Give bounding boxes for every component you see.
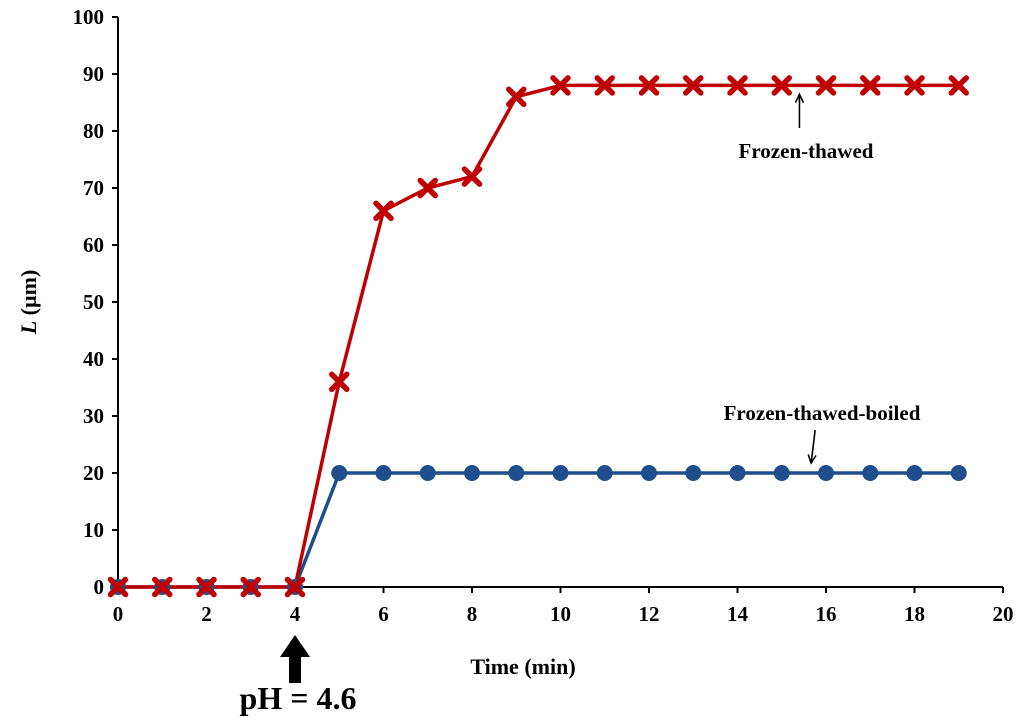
y-tick-label: 40	[83, 347, 104, 371]
data-point-frozen-thawed	[904, 75, 925, 96]
data-point-frozen-thawed	[727, 75, 748, 96]
frozen-thawed-arrow-icon	[794, 92, 805, 128]
data-point-frozen-thawed	[461, 166, 483, 187]
data-point-frozen-thawed	[594, 75, 615, 96]
y-tick-label: 60	[83, 233, 104, 257]
series-markers	[107, 75, 969, 598]
data-point-frozen-thawed	[373, 200, 394, 222]
data-point-frozen-thawed-boiled	[818, 465, 834, 481]
y-tick-label: 10	[83, 518, 104, 542]
annotations	[280, 92, 817, 683]
y-axis-label-unit: (µm)	[16, 270, 41, 321]
data-point-frozen-thawed-boiled	[596, 465, 613, 481]
data-point-frozen-thawed	[506, 86, 527, 108]
data-point-frozen-thawed	[417, 177, 438, 199]
annotation-frozen-thawed: Frozen-thawed	[739, 139, 874, 163]
data-point-frozen-thawed-boiled	[375, 465, 392, 481]
data-point-frozen-thawed-boiled	[464, 465, 480, 481]
y-axis-label-italic: L	[16, 321, 41, 335]
x-tick-label: 12	[639, 602, 660, 626]
data-point-frozen-thawed-boiled	[419, 465, 436, 481]
x-tick-label: 20	[993, 602, 1014, 626]
y-tick-label: 90	[83, 62, 104, 86]
y-tick-label: 30	[83, 404, 104, 428]
annotation-ph: pH = 4.6	[240, 680, 357, 716]
ph-arrow-icon	[280, 635, 310, 683]
data-point-frozen-thawed-boiled	[729, 465, 746, 481]
x-tick-label: 14	[727, 602, 749, 626]
data-point-frozen-thawed-boiled	[906, 465, 923, 481]
data-point-frozen-thawed	[284, 576, 306, 598]
axes	[112, 16, 1004, 593]
data-point-frozen-thawed	[771, 75, 792, 96]
data-point-frozen-thawed-boiled	[508, 465, 525, 481]
data-point-frozen-thawed	[860, 75, 881, 96]
x-tick-label: 18	[904, 602, 925, 626]
series-line-frozen-thawed-boiled	[118, 471, 959, 589]
data-point-frozen-thawed-boiled	[641, 465, 657, 481]
data-point-frozen-thawed	[240, 576, 261, 598]
x-axis-label: Time (min)	[470, 654, 575, 679]
y-tick-label: 50	[83, 290, 104, 314]
x-tick-label: 4	[290, 602, 301, 626]
y-axis-label: L (µm)	[16, 270, 41, 336]
data-point-frozen-thawed	[329, 371, 350, 393]
data-point-frozen-thawed-boiled	[331, 465, 348, 481]
y-tick-label: 70	[83, 176, 104, 200]
tick-labels: 0 10 20 30 40 50 60 70 80 90 100 0 2 4 6 8 10 12 14 16 18 20	[73, 5, 1014, 626]
x-tick-label: 16	[816, 602, 837, 626]
data-point-frozen-thawed	[815, 75, 837, 96]
data-point-frozen-thawed	[638, 75, 660, 96]
x-tick-label: 8	[467, 602, 478, 626]
x-tick-label: 10	[550, 602, 571, 626]
x-tick-label: 0	[113, 602, 124, 626]
frozen-thawed-boiled-arrow-icon	[807, 429, 817, 465]
data-point-frozen-thawed	[683, 75, 704, 96]
data-point-frozen-thawed	[152, 576, 173, 598]
data-point-frozen-thawed-boiled	[685, 465, 702, 481]
data-point-frozen-thawed-boiled	[862, 465, 879, 481]
y-tick-label: 0	[94, 575, 105, 599]
y-tick-label: 20	[83, 461, 104, 485]
x-tick-label: 2	[201, 602, 212, 626]
annotation-frozen-thawed-boiled: Frozen-thawed-boiled	[724, 401, 921, 425]
data-point-frozen-thawed	[107, 576, 129, 598]
data-point-frozen-thawed-boiled	[950, 465, 967, 481]
data-point-frozen-thawed-boiled	[552, 465, 569, 481]
x-tick-label: 6	[378, 602, 389, 626]
y-tick-label: 80	[83, 119, 104, 143]
y-tick-label: 100	[73, 5, 105, 29]
data-point-frozen-thawed	[196, 576, 217, 598]
data-point-frozen-thawed	[948, 75, 969, 96]
data-point-frozen-thawed-boiled	[773, 465, 790, 481]
data-point-frozen-thawed	[550, 75, 571, 96]
